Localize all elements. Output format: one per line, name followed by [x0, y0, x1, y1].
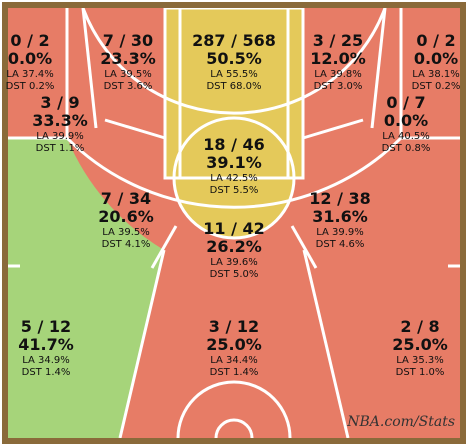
- zone-la-text: LA 39.9%: [316, 227, 364, 238]
- zone-la-text: LA 39.8%: [314, 69, 362, 80]
- zone-pct-text: 41.7%: [18, 335, 74, 354]
- zone-pct-text: 31.6%: [312, 207, 368, 226]
- zone-pct-text: 50.5%: [206, 49, 262, 68]
- zone-pct-text: 33.3%: [32, 111, 88, 130]
- zone-pct-text: 25.0%: [206, 335, 262, 354]
- watermark: NBA.com/Stats: [346, 414, 455, 430]
- zone-la-text: LA 34.9%: [22, 355, 70, 366]
- zone-la-text: LA 37.4%: [6, 69, 54, 80]
- zone-fg-text: 7 / 30: [103, 31, 153, 50]
- zone-pct-text: 0.0%: [8, 49, 52, 68]
- zone-la-text: LA 39.5%: [102, 227, 150, 238]
- zone-pct-text: 12.0%: [310, 49, 366, 68]
- zone-dst-text: DST 4.6%: [316, 239, 365, 250]
- zone-dst-text: DST 0.8%: [382, 143, 431, 154]
- zone-label-right-baseline-mid: 0 / 70.0%LA 40.5%DST 0.8%: [382, 93, 431, 154]
- zone-pct-text: 0.0%: [414, 49, 458, 68]
- zone-dst-text: DST 5.5%: [210, 185, 259, 196]
- zone-pct-text: 0.0%: [384, 111, 428, 130]
- zone-fg-text: 287 / 568: [192, 31, 276, 50]
- zone-fg-text: 3 / 9: [40, 93, 79, 112]
- zone-dst-text: DST 1.4%: [22, 367, 71, 378]
- zone-la-text: LA 40.5%: [382, 131, 430, 142]
- zone-fg-text: 12 / 38: [309, 189, 371, 208]
- zone-dst-text: DST 0.2%: [6, 81, 55, 92]
- zone-fg-text: 7 / 34: [101, 189, 151, 208]
- zone-label-right-wing-3: 2 / 825.0%LA 35.3%DST 1.0%: [392, 317, 448, 378]
- zone-fg-text: 18 / 46: [203, 135, 265, 154]
- zone-la-text: LA 39.9%: [36, 131, 84, 142]
- zone-pct-text: 39.1%: [206, 153, 262, 172]
- zone-left-wing-3: [8, 138, 164, 438]
- zone-la-text: LA 39.6%: [210, 257, 258, 268]
- zone-la-text: LA 38.1%: [412, 69, 460, 80]
- zone-dst-text: DST 3.0%: [314, 81, 363, 92]
- zone-dst-text: DST 1.4%: [210, 367, 259, 378]
- zone-dst-text: DST 1.0%: [396, 367, 445, 378]
- zone-fg-text: 3 / 12: [209, 317, 259, 336]
- zone-fg-text: 2 / 8: [400, 317, 439, 336]
- zone-dst-text: DST 1.1%: [36, 143, 85, 154]
- zone-pct-text: 25.0%: [392, 335, 448, 354]
- zone-fg-text: 0 / 7: [386, 93, 425, 112]
- zone-fg-text: 11 / 42: [203, 219, 265, 238]
- zone-label-right-corner-3: 0 / 20.0%LA 38.1%DST 0.2%: [412, 31, 461, 92]
- zone-pct-text: 20.6%: [98, 207, 154, 226]
- zone-pct-text: 26.2%: [206, 237, 262, 256]
- zone-dst-text: DST 0.2%: [412, 81, 461, 92]
- zone-label-left-corner-3: 0 / 20.0%LA 37.4%DST 0.2%: [6, 31, 55, 92]
- zone-dst-text: DST 68.0%: [206, 81, 261, 92]
- zone-la-text: LA 34.4%: [210, 355, 258, 366]
- zone-dst-text: DST 3.6%: [104, 81, 153, 92]
- zone-fg-text: 0 / 2: [10, 31, 49, 50]
- zone-fg-text: 5 / 12: [21, 317, 71, 336]
- zone-la-text: LA 35.3%: [396, 355, 444, 366]
- zone-label-left-baseline-mid: 3 / 933.3%LA 39.9%DST 1.1%: [32, 93, 88, 154]
- zone-la-text: LA 42.5%: [210, 173, 258, 184]
- zone-pct-text: 23.3%: [100, 49, 156, 68]
- zone-dst-text: DST 5.0%: [210, 269, 259, 280]
- zone-fg-text: 3 / 25: [313, 31, 363, 50]
- zone-la-text: LA 55.5%: [210, 69, 258, 80]
- zone-fg-text: 0 / 2: [416, 31, 455, 50]
- zone-dst-text: DST 4.1%: [102, 239, 151, 250]
- zone-la-text: LA 39.5%: [104, 69, 152, 80]
- court-lines: [8, 8, 460, 438]
